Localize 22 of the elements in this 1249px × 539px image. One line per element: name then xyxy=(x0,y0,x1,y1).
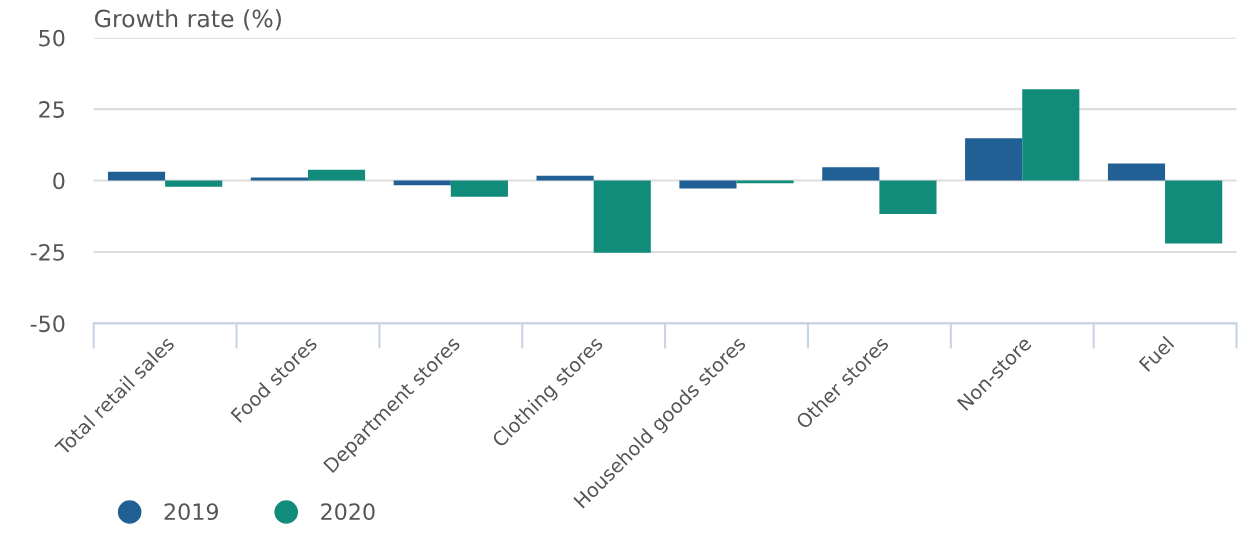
legend-label: 2020 xyxy=(321,503,375,521)
y-tick-label: -50 xyxy=(30,315,65,333)
y-tick-label: 0 xyxy=(53,172,65,190)
y-tick-label: 50 xyxy=(39,29,65,47)
bar xyxy=(107,171,166,181)
bar xyxy=(1022,89,1080,181)
y-tick-label: -25 xyxy=(30,243,64,261)
bar xyxy=(965,138,1023,181)
bar xyxy=(879,180,937,214)
bar xyxy=(250,177,308,181)
legend-label: 2019 xyxy=(164,503,218,521)
bar xyxy=(593,180,651,253)
bar xyxy=(679,180,737,189)
bar xyxy=(1107,163,1166,181)
bar xyxy=(450,180,508,197)
bar xyxy=(822,167,880,181)
y-axis-title: Growth rate (%) xyxy=(95,9,281,31)
bar xyxy=(165,180,223,187)
bar xyxy=(307,169,366,181)
bar xyxy=(536,175,594,181)
y-tick-label: 25 xyxy=(39,101,64,118)
bar xyxy=(1165,180,1223,244)
